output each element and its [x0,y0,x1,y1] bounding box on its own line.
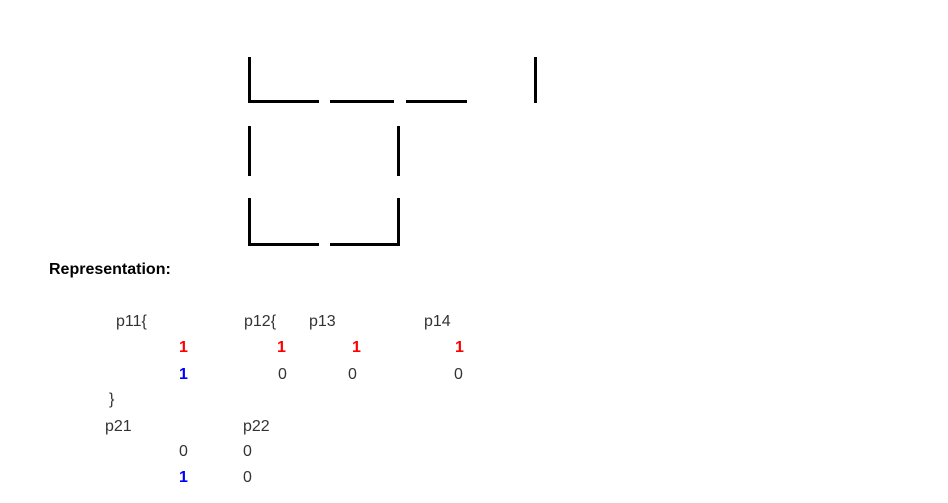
bit-p13-bottom: 0 [348,366,357,383]
wall-row2-right [397,126,400,176]
bit-p21-top: 0 [179,443,188,460]
bit-p14-bottom: 0 [454,366,463,383]
bit-p13-top: 1 [352,339,361,356]
bit-p22-top: 0 [243,443,252,460]
label-p13: p13 [309,313,336,330]
bit-p22-bottom: 0 [243,469,252,486]
bit-p21-bottom: 1 [179,469,188,486]
bit-p11-bottom: 1 [179,366,188,383]
wall-row3-bottom-2 [330,243,398,246]
closing-brace: } [109,391,115,408]
wall-row3-left [248,198,251,246]
label-p21: p21 [105,418,132,435]
bit-p11-top: 1 [179,339,188,356]
wall-row3-bottom-1 [250,243,319,246]
label-p12: p12{ [244,313,277,330]
wall-row1-left [248,57,251,103]
wall-row2-left [248,126,251,176]
label-p11: p11{ [116,313,147,330]
label-p14: p14 [424,313,451,330]
wall-row1-bottom-3 [406,100,467,103]
bit-p14-top: 1 [455,339,464,356]
wall-row1-bottom-1 [250,100,319,103]
wall-row1-right [534,57,537,103]
bit-p12-top: 1 [277,339,286,356]
wall-row1-bottom-2 [330,100,394,103]
wall-row3-right [397,198,400,246]
label-p22: p22 [243,418,270,435]
bit-p12-bottom: 0 [278,366,287,383]
representation-heading: Representation: [49,261,171,278]
